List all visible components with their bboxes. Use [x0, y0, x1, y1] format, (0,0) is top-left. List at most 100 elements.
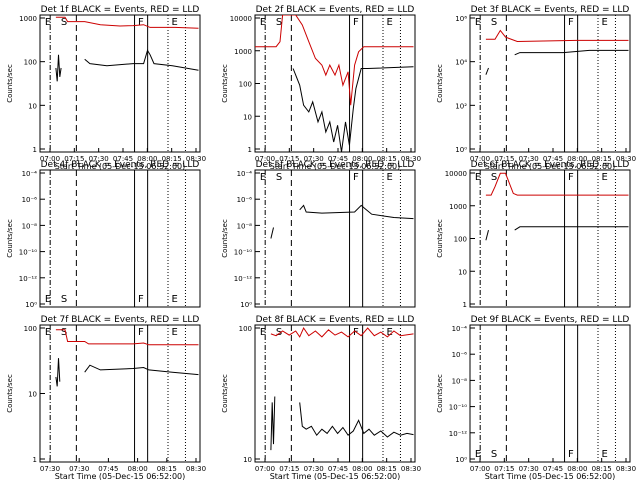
- y-axis-label: Counts/sec: [6, 374, 14, 413]
- y-tick-label: 10⁻¹⁰: [19, 249, 37, 257]
- x-tick-label: 07:30: [519, 155, 539, 163]
- x-tick-label: 07:00: [470, 465, 490, 473]
- panel-1: Det 1f BLACK = Events, RED = LLD Counts/s…: [6, 5, 206, 171]
- y-tick-label: 10⁴: [455, 59, 467, 67]
- y-tick-label: 10⁻¹²: [234, 275, 252, 283]
- y-tick-label: 10000: [230, 15, 252, 23]
- event-marker: E: [45, 294, 51, 305]
- event-marker: S: [61, 17, 67, 28]
- event-marker: S: [276, 172, 282, 183]
- y-tick-label: 10: [243, 113, 252, 121]
- x-tick-label: 08:00: [352, 465, 372, 473]
- event-marker: E: [260, 327, 266, 338]
- x-tick-label: 07:30: [69, 465, 89, 473]
- event-marker: F: [138, 327, 144, 338]
- x-tick-label: 08:15: [592, 465, 612, 473]
- x-tick-label: 08:15: [377, 155, 397, 163]
- x-axis-label: Start Time (05-Dec-15 06:52:00): [270, 472, 401, 480]
- plot-frame: [469, 169, 631, 308]
- x-tick-label: 07:15: [494, 155, 514, 163]
- x-tick-label: 07:15: [494, 465, 514, 473]
- series-line: [292, 66, 414, 152]
- event-marker: S: [491, 449, 497, 460]
- x-tick-label: 08:15: [377, 465, 397, 473]
- x-tick-label: 07:15: [279, 465, 299, 473]
- series-line: [55, 358, 61, 387]
- x-tick-label: 07:45: [113, 155, 133, 163]
- x-tick-label: 08:30: [616, 155, 636, 163]
- y-tick-label: 10⁻⁴: [452, 325, 468, 333]
- y-tick-label: 10: [458, 268, 467, 276]
- series-line: [84, 49, 199, 71]
- x-tick-label: 07:00: [470, 155, 490, 163]
- y-tick-label: 10⁻¹²: [19, 275, 37, 283]
- x-tick-label: 08:00: [137, 155, 157, 163]
- y-tick-label: 100: [24, 325, 37, 333]
- plot-title: Det 9f BLACK = Events, RED = LLD: [471, 315, 630, 325]
- event-marker: S: [491, 17, 497, 28]
- y-tick-label: 10⁻⁴: [22, 170, 38, 178]
- x-tick-label: 07:00: [40, 155, 60, 163]
- x-tick-label: 08:30: [186, 465, 206, 473]
- event-marker: E: [601, 449, 607, 460]
- series-line: [514, 49, 629, 56]
- y-tick-label: 10⁰: [455, 456, 467, 464]
- panel-5: Det 5f BLACK = Events, RED = LLD Counts/s…: [221, 160, 416, 309]
- y-tick-label: 10⁻⁸: [237, 222, 253, 230]
- x-tick-label: 07:45: [328, 155, 348, 163]
- event-marker: E: [260, 17, 266, 28]
- event-marker: E: [386, 172, 392, 183]
- x-tick-label: 07:30: [304, 465, 324, 473]
- y-axis-label: Counts/sec: [221, 374, 229, 413]
- x-tick-label: 08:15: [592, 155, 612, 163]
- event-marker: S: [61, 294, 67, 305]
- y-axis-label: Counts/sec: [6, 219, 14, 258]
- event-marker: E: [601, 172, 607, 183]
- x-tick-label: 08:15: [157, 465, 177, 473]
- y-tick-label: 1000: [449, 203, 467, 211]
- event-marker: E: [475, 172, 481, 183]
- event-marker: E: [45, 17, 51, 28]
- series-line: [299, 402, 414, 438]
- plot-title: Det 7f BLACK = Events, RED = LLD: [41, 315, 200, 325]
- x-axis-label: Start Time (05-Dec-15 06:52:00): [485, 472, 616, 480]
- x-tick-label: 08:15: [162, 155, 182, 163]
- event-marker: F: [138, 294, 144, 305]
- series-line: [485, 172, 629, 196]
- x-tick-label: 08:00: [128, 465, 148, 473]
- y-tick-label: 10²: [455, 102, 467, 110]
- event-marker: E: [171, 17, 177, 28]
- series-line: [485, 29, 629, 43]
- y-tick-label: 10⁶: [455, 15, 467, 23]
- series-line: [270, 396, 276, 451]
- event-marker: S: [276, 17, 282, 28]
- x-tick-label: 07:30: [89, 155, 109, 163]
- panel-9: Det 9f BLACK = Events, RED = LLD Counts/s…: [436, 315, 636, 480]
- series-line: [55, 16, 199, 29]
- y-axis-label: Counts/sec: [436, 64, 444, 103]
- panel-8: Det 8f BLACK = Events, RED = LLD Counts/s…: [221, 315, 421, 480]
- event-marker: F: [568, 172, 574, 183]
- x-tick-label: 07:30: [40, 465, 60, 473]
- y-tick-label: 1: [463, 301, 467, 309]
- y-tick-label: 100: [24, 59, 37, 67]
- event-marker: S: [61, 327, 67, 338]
- y-tick-label: 10⁻⁸: [22, 222, 38, 230]
- series-line: [514, 226, 629, 231]
- x-tick-label: 07:45: [543, 465, 563, 473]
- event-marker: S: [491, 172, 497, 183]
- event-marker: E: [171, 327, 177, 338]
- x-tick-label: 08:30: [186, 155, 206, 163]
- y-tick-label: 10⁻⁶: [452, 351, 468, 359]
- event-marker: F: [353, 17, 359, 28]
- plot-frame: [39, 324, 201, 463]
- panel-4: Det 4f BLACK = Events, RED = LLD Counts/s…: [6, 160, 201, 309]
- plot-title: Det 8f BLACK = Events, RED = LLD: [256, 315, 415, 325]
- series-line: [84, 364, 199, 376]
- x-tick-label: 07:15: [64, 155, 84, 163]
- y-tick-label: 10: [28, 102, 37, 110]
- x-tick-label: 07:30: [304, 155, 324, 163]
- series-line: [270, 227, 274, 239]
- y-tick-label: 10⁻¹⁰: [449, 404, 467, 412]
